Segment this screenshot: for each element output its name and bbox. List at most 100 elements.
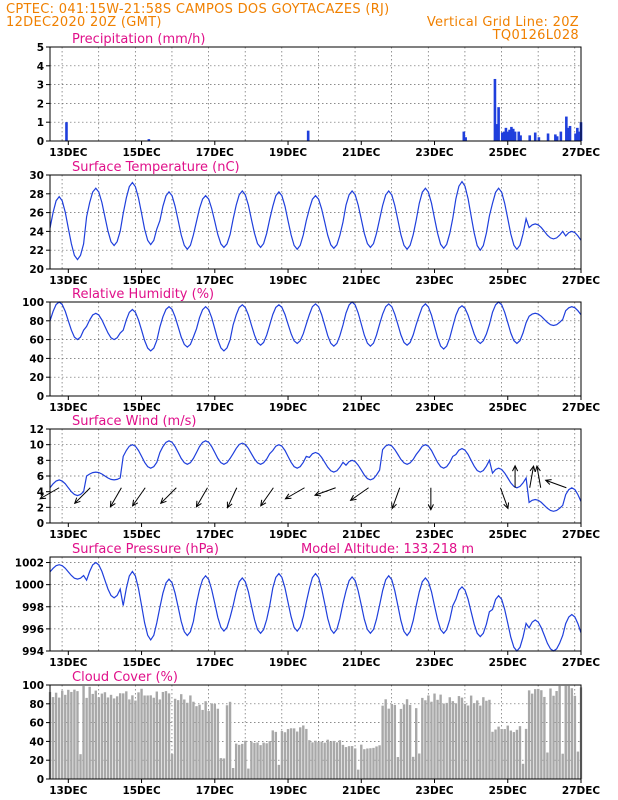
y-tick-label: 0 bbox=[37, 391, 44, 403]
y-tick-label: 20 bbox=[29, 264, 44, 276]
cloud-bar bbox=[152, 697, 155, 779]
cloud-bar bbox=[64, 694, 67, 779]
cloud-bar bbox=[73, 689, 76, 779]
x-tick-label: 19DEC bbox=[269, 275, 308, 287]
wind-vector-shaft bbox=[160, 487, 177, 504]
panel-title: Surface Wind (m/s) bbox=[72, 414, 196, 429]
cloud-bar bbox=[51, 697, 55, 779]
x-tick-label: 21DEC bbox=[342, 785, 381, 797]
cloud-bar bbox=[540, 690, 543, 779]
cloud-bar bbox=[76, 691, 79, 779]
cloud-bar bbox=[512, 732, 516, 779]
cloud-bar bbox=[228, 701, 232, 779]
cloud-bar bbox=[347, 746, 351, 779]
cloud-bar bbox=[573, 695, 577, 779]
wind-vector bbox=[131, 487, 146, 507]
wind-vector-head bbox=[512, 464, 519, 472]
wind-vector-shaft bbox=[536, 465, 542, 488]
cloud-bar bbox=[534, 689, 537, 779]
x-tick-label: 25DEC bbox=[489, 402, 528, 414]
cloud-bar bbox=[329, 741, 332, 779]
temp-line bbox=[49, 180, 582, 261]
cloud-bar bbox=[326, 739, 329, 779]
wind-vector bbox=[391, 487, 401, 510]
cloud-bar bbox=[488, 699, 491, 779]
cloud-bar bbox=[463, 703, 467, 779]
precip-bar bbox=[555, 136, 559, 141]
cloud-bar bbox=[360, 744, 363, 779]
y-tick-label: 6 bbox=[37, 471, 44, 483]
cloud-bar bbox=[85, 697, 88, 779]
wind-vector bbox=[529, 464, 536, 488]
cloud-bar bbox=[79, 754, 82, 779]
cloud-bar bbox=[503, 729, 506, 779]
y-tick-label: 0 bbox=[37, 518, 44, 530]
cloud-bar bbox=[411, 756, 415, 779]
cloud-bar bbox=[323, 742, 326, 779]
cloud-bar bbox=[143, 695, 146, 779]
cloud-bar bbox=[558, 685, 561, 779]
cloud-bar bbox=[466, 705, 470, 779]
panel-temp: 20 22 24 26 28 30 13DEC 15DEC 17DEC 19DEC 21DEC 23D… bbox=[29, 160, 600, 287]
wind-vector-head bbox=[131, 499, 139, 507]
wind-vector-shaft bbox=[196, 487, 208, 508]
precip-bar bbox=[519, 135, 522, 141]
wind-vector bbox=[73, 487, 91, 505]
precip-bar bbox=[500, 132, 504, 141]
x-tick-label: 27DEC bbox=[562, 529, 601, 541]
cloud-bar bbox=[155, 691, 159, 779]
pressure-line bbox=[49, 561, 582, 652]
cloud-bar bbox=[500, 728, 503, 779]
cloud-bar bbox=[268, 741, 271, 779]
y-tick-label: 40 bbox=[29, 353, 44, 365]
wind-vector-head bbox=[226, 501, 233, 509]
cloud-bar bbox=[497, 726, 500, 779]
x-tick-label: 23DEC bbox=[415, 785, 454, 797]
cloud-bar bbox=[118, 693, 122, 779]
precip-bar bbox=[65, 122, 68, 141]
cloud-bar bbox=[375, 746, 378, 779]
precip-bar bbox=[508, 129, 511, 141]
cloud-bar bbox=[454, 703, 458, 779]
precip-bar bbox=[554, 134, 557, 141]
cloud-bar bbox=[247, 768, 250, 779]
cloud-bar bbox=[491, 731, 494, 779]
precip-bar bbox=[462, 131, 466, 141]
cloud-bar bbox=[469, 695, 473, 779]
y-tick-label: 20 bbox=[29, 372, 44, 384]
wind-vector-head bbox=[391, 502, 397, 510]
x-tick-label: 19DEC bbox=[269, 147, 308, 159]
precip-bar bbox=[511, 128, 515, 141]
wind-vector-shaft bbox=[529, 465, 535, 488]
precip-bar bbox=[504, 127, 508, 141]
cloud-bar bbox=[112, 698, 116, 779]
x-tick-label: 25DEC bbox=[489, 785, 528, 797]
wind-vector-shaft bbox=[391, 487, 401, 509]
cloud-bar bbox=[54, 692, 58, 779]
cloud-bar bbox=[274, 731, 278, 779]
precip-bar bbox=[510, 126, 513, 141]
cloud-bar bbox=[67, 689, 70, 779]
y-tick-label: 100 bbox=[22, 297, 44, 309]
precip-bar bbox=[495, 124, 499, 141]
x-tick-label: 19DEC bbox=[269, 402, 308, 414]
panel-title: Surface Temperature (nC) bbox=[72, 160, 240, 175]
wind-vector bbox=[159, 487, 177, 505]
cloud-bar bbox=[210, 703, 213, 779]
x-tick-label: 27DEC bbox=[562, 402, 601, 414]
cloud-bar bbox=[115, 696, 119, 779]
cloud-bar bbox=[109, 694, 113, 779]
cloud-bar bbox=[314, 740, 317, 779]
x-tick-label: 13DEC bbox=[49, 147, 88, 159]
cloud-bar bbox=[564, 685, 567, 779]
cloud-bar bbox=[283, 732, 287, 779]
x-tick-label: 15DEC bbox=[122, 785, 161, 797]
x-tick-label: 17DEC bbox=[196, 529, 235, 541]
cloud-bar bbox=[350, 746, 354, 779]
precip-bar bbox=[576, 127, 579, 141]
panel-wind: 0 2 4 6 8 10 12 13DEC 15DEC 17DEC 19DEC 21DEC 23DEC 2… bbox=[29, 414, 600, 541]
cloud-bar bbox=[164, 691, 168, 779]
cloud-bar bbox=[262, 742, 265, 779]
cloud-bar bbox=[308, 740, 311, 779]
